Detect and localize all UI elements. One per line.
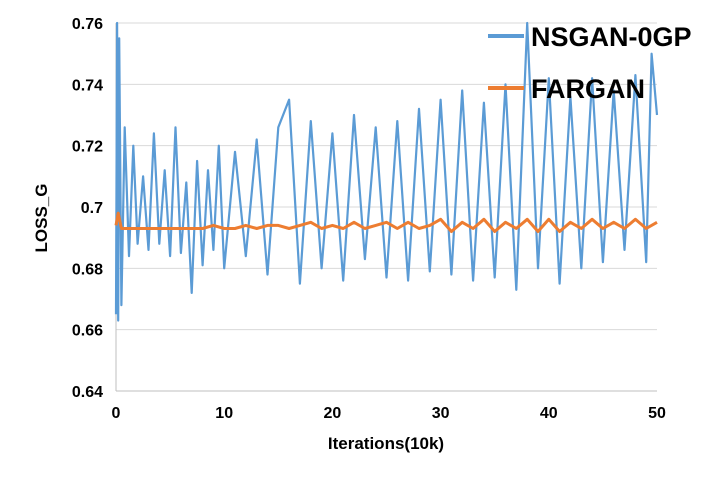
x-tick-label: 20 <box>324 405 342 422</box>
y-axis-title: LOSS_G <box>32 184 51 253</box>
legend-label-fargan: FARGAN <box>531 74 645 104</box>
x-tick-label: 40 <box>540 405 558 422</box>
y-tick-labels: 0.64 0.66 0.68 0.7 0.72 0.74 0.76 <box>72 16 103 401</box>
y-tick-label: 0.74 <box>72 77 103 94</box>
y-tick-label: 0.68 <box>72 261 103 278</box>
y-tick-label: 0.72 <box>72 139 103 156</box>
x-tick-label: 10 <box>215 405 233 422</box>
x-tick-label: 30 <box>432 405 450 422</box>
series-line-fargan <box>114 211 658 233</box>
x-tick-label: 50 <box>648 405 666 422</box>
series-line-nsgan-0gp <box>114 21 659 322</box>
legend: NSGAN-0GP FARGAN <box>488 22 692 104</box>
y-tick-label: 0.7 <box>81 200 103 217</box>
x-tick-labels: 0 10 20 30 40 50 <box>112 405 666 422</box>
y-tick-label: 0.66 <box>72 323 103 340</box>
legend-label-nsgan-0gp: NSGAN-0GP <box>531 22 692 52</box>
x-axis-title: Iterations(10k) <box>328 434 444 453</box>
series-lines <box>114 21 659 322</box>
y-tick-label: 0.64 <box>72 384 103 401</box>
y-tick-label: 0.76 <box>72 16 103 33</box>
x-tick-label: 0 <box>112 405 121 422</box>
